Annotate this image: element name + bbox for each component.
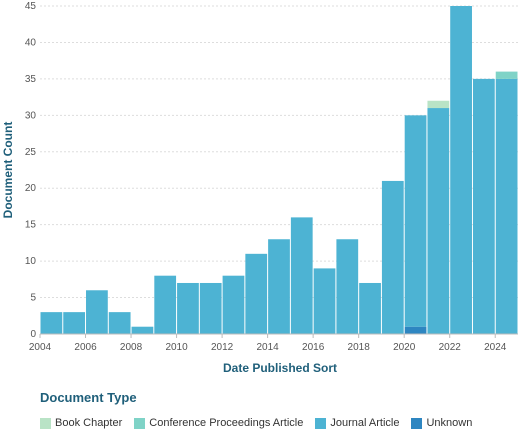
legend-item[interactable]: Journal Article	[315, 417, 399, 430]
y-tick-label: 25	[25, 147, 37, 158]
y-tick-label: 45	[25, 1, 37, 12]
bar-segment	[495, 71, 518, 79]
legend-item[interactable]: Unknown	[411, 417, 472, 430]
legend-item[interactable]: Conference Proceedings Article	[134, 417, 303, 430]
y-tick-label: 30	[25, 110, 37, 121]
bar-segment	[472, 78, 495, 334]
bar-segment	[359, 282, 381, 334]
x-tick-label: 2022	[439, 342, 462, 353]
x-tick-label: 2006	[74, 342, 97, 353]
x-axis-title: Date Published Sort	[223, 361, 337, 375]
bar-segment	[154, 275, 177, 334]
bar-segment	[199, 282, 222, 334]
y-tick-label: 5	[30, 293, 36, 304]
y-tick-label: 20	[25, 183, 37, 194]
bar-segment	[245, 253, 268, 334]
legend: Document Type Book Chapter Conference Pro…	[40, 390, 510, 430]
legend-swatch	[40, 418, 51, 429]
bar-segment	[268, 239, 290, 334]
bar-segment	[63, 312, 86, 334]
bar-segment	[177, 282, 199, 334]
y-tick-label: 15	[25, 220, 37, 231]
bar-segment	[313, 268, 336, 334]
x-tick-label: 2012	[211, 342, 234, 353]
legend-items: Book Chapter Conference Proceedings Artic…	[40, 417, 490, 430]
y-tick-label: 10	[25, 256, 37, 267]
x-tick-label: 2008	[120, 342, 143, 353]
bar-segment	[86, 290, 108, 334]
x-tick-label: 2010	[165, 342, 188, 353]
y-axis-title: Document Count	[1, 122, 15, 219]
x-tick-label: 2024	[484, 342, 507, 353]
bar-segment	[404, 115, 427, 327]
y-tick-label: 35	[25, 74, 37, 85]
legend-swatch	[315, 418, 327, 429]
bar-segment	[404, 326, 427, 334]
bar-segment	[427, 108, 450, 335]
legend-label: Unknown	[426, 417, 473, 429]
bar-segment	[131, 326, 154, 334]
y-tick-label: 40	[25, 37, 37, 48]
legend-label: Book Chapter	[55, 417, 123, 429]
axes: 0 5 10 15 20 25 30 35 40 45 2004 2006 2008 2010 2012 20…	[25, 1, 518, 353]
bar-segment	[290, 217, 313, 334]
x-tick-label: 2014	[256, 342, 279, 353]
legend-swatch	[134, 418, 146, 429]
legend-swatch	[411, 418, 423, 429]
x-tick-label: 2016	[302, 342, 325, 353]
legend-title: Document Type	[40, 390, 137, 405]
bar-segment	[40, 312, 63, 334]
bar-segment	[381, 180, 404, 334]
bar-segment	[427, 100, 450, 109]
bar-segment	[222, 275, 245, 334]
bar-segment	[495, 78, 518, 334]
bar-segment	[108, 312, 131, 334]
y-tick-label: 0	[30, 329, 36, 340]
x-tick-label: 2018	[348, 342, 371, 353]
legend-label: Journal Article	[330, 417, 400, 429]
x-tick-label: 2020	[393, 342, 416, 353]
bars	[40, 6, 518, 335]
x-tick-label: 2004	[29, 342, 52, 353]
bar-segment	[336, 239, 359, 334]
legend-label: Conference Proceedings Article	[149, 417, 304, 429]
bar-segment	[450, 6, 472, 334]
legend-item[interactable]: Book Chapter	[40, 417, 122, 430]
